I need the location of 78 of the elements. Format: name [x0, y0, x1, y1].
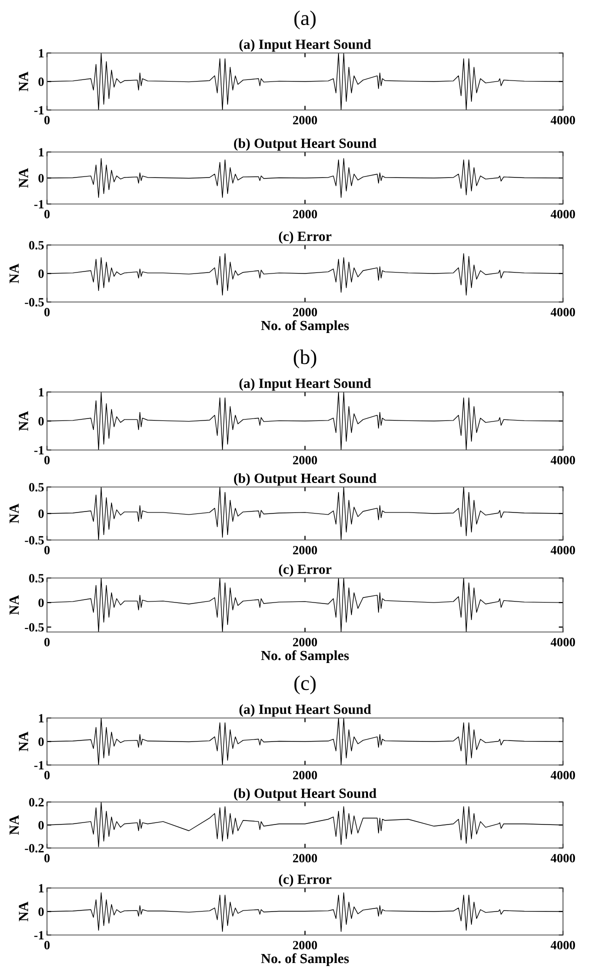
- y-tick-label: 1: [38, 388, 44, 396]
- x-tick-label: 2000: [293, 940, 318, 950]
- y-tick-label: -1: [34, 446, 44, 454]
- y-tick-label: 0: [38, 270, 44, 278]
- y-tick-label: -0.2: [24, 844, 44, 853]
- y-axis-title: NA: [10, 815, 19, 835]
- chart-title: (c) Error: [278, 874, 332, 887]
- y-tick-label: -1: [34, 931, 44, 940]
- chart-title: (c) Error: [278, 231, 332, 244]
- x-tick-label: 0: [44, 546, 50, 554]
- x-tick-label: 4000: [550, 854, 576, 862]
- x-axis-title: No. of Samples: [261, 650, 349, 664]
- y-tick-label: 1: [38, 49, 44, 58]
- y-tick-label: 0: [38, 821, 44, 830]
- x-tick-label: 4000: [550, 456, 576, 464]
- y-axis-title: NA: [10, 595, 19, 615]
- x-tick-label: 2000: [293, 210, 318, 218]
- text: (b): [294, 349, 316, 368]
- y-tick-label: 0.5: [29, 241, 44, 250]
- y-axis-title: NA: [10, 504, 19, 524]
- x-tick-label: 4000: [550, 546, 576, 554]
- y-axis-title: NA: [18, 732, 28, 752]
- x-tick-label: 0: [44, 770, 50, 780]
- y-tick-label: 1: [38, 714, 44, 722]
- y-tick-label: 0: [38, 417, 44, 426]
- x-tick-label: 4000: [550, 940, 576, 950]
- x-tick-label: 2000: [293, 308, 318, 316]
- y-tick-label: 0: [38, 510, 44, 518]
- x-tick-label: 0: [44, 210, 50, 218]
- x-tick-label: 0: [44, 308, 50, 316]
- x-tick-label: 2000: [293, 546, 318, 554]
- y-tick-label: -1: [34, 200, 44, 208]
- x-tick-label: 4000: [550, 638, 576, 646]
- x-tick-label: 0: [44, 940, 50, 950]
- y-tick-label: 0: [38, 598, 44, 608]
- x-tick-label: 2000: [293, 116, 318, 124]
- y-tick-label: 0.2: [29, 798, 44, 807]
- y-tick-label: 1: [38, 884, 44, 892]
- x-tick-label: 2000: [293, 854, 318, 862]
- x-tick-label: 2000: [293, 638, 318, 646]
- y-tick-label: 0: [38, 738, 44, 746]
- y-tick-label: 0.5: [29, 574, 44, 583]
- y-tick-label: 0: [38, 78, 44, 86]
- x-tick-label: 0: [44, 116, 50, 124]
- y-tick-label: -1: [34, 106, 44, 114]
- y-tick-label: -0.5: [24, 298, 44, 307]
- y-tick-label: 1: [38, 148, 44, 156]
- x-tick-label: 4000: [550, 116, 576, 124]
- chart-title: (b) Output Heart Sound: [234, 473, 376, 486]
- x-tick-label: 4000: [550, 210, 576, 218]
- x-axis-title: No. of Samples: [261, 953, 349, 966]
- x-axis-title: No. of Samples: [261, 320, 349, 334]
- chart-title: (a) Input Heart Sound: [239, 704, 372, 717]
- chart-title: (b) Output Heart Sound: [234, 138, 376, 151]
- chart-title: (a) Input Heart Sound: [239, 39, 372, 52]
- y-tick-label: 0: [38, 908, 44, 916]
- y-axis-title: NA: [18, 168, 28, 188]
- y-axis-title: NA: [18, 902, 28, 922]
- y-tick-label: -0.5: [24, 536, 44, 545]
- x-tick-label: 0: [44, 456, 50, 464]
- y-tick-label: 0: [38, 174, 44, 182]
- x-tick-label: 0: [44, 854, 50, 862]
- x-tick-label: 4000: [550, 308, 576, 316]
- x-tick-label: 4000: [550, 770, 576, 780]
- chart-title: (c) Error: [278, 564, 332, 577]
- chart-title: (a) Input Heart Sound: [239, 378, 372, 391]
- x-tick-label: 2000: [293, 456, 318, 464]
- y-axis-title: NA: [10, 264, 19, 284]
- x-tick-label: 2000: [293, 770, 318, 780]
- text: (a): [294, 10, 316, 30]
- y-tick-label: -1: [34, 761, 44, 770]
- y-tick-label: 0.5: [29, 483, 44, 492]
- y-axis-title: NA: [18, 72, 28, 92]
- text: (c): [294, 675, 316, 694]
- chart-title: (b) Output Heart Sound: [234, 788, 376, 801]
- x-tick-label: 0: [44, 638, 50, 646]
- y-axis-title: NA: [18, 411, 28, 431]
- y-tick-label: -0.5: [24, 623, 44, 632]
